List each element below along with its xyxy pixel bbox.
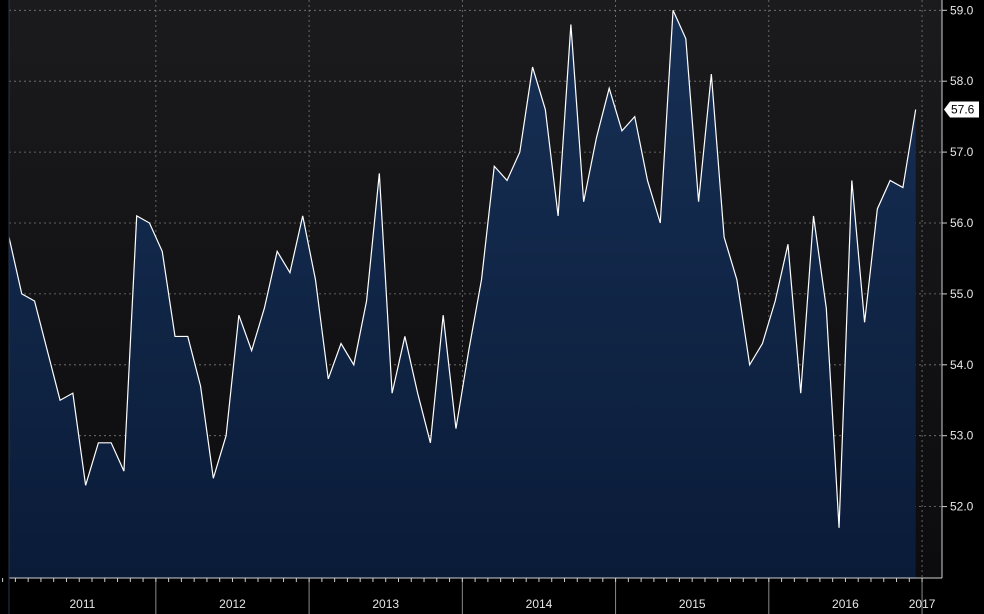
data-point (314, 278, 317, 281)
last-value-callout: 57.6 (944, 101, 979, 118)
data-point (684, 37, 687, 40)
data-point (659, 222, 662, 225)
data-point (582, 200, 585, 203)
data-point (557, 215, 560, 218)
last-value-badge (944, 101, 979, 118)
data-point (391, 392, 394, 395)
x-tick-label: 2016 (832, 597, 859, 611)
data-point (225, 434, 228, 437)
series-line (8, 10, 917, 528)
data-point (761, 342, 764, 345)
x-tick-label: 2012 (219, 597, 246, 611)
data-point (697, 200, 700, 203)
data-point (59, 399, 62, 402)
data-point (186, 335, 189, 338)
last-value-label: 57.6 (951, 103, 975, 117)
data-point (276, 250, 279, 253)
data-point (531, 66, 534, 69)
area-fill (9, 10, 916, 579)
data-point (33, 300, 36, 303)
data-point (876, 207, 879, 210)
x-tick-label: 2013 (372, 597, 399, 611)
data-point (84, 484, 87, 487)
data-point (621, 129, 624, 132)
data-point (608, 87, 611, 90)
data-point (20, 293, 23, 296)
data-point (199, 385, 202, 388)
y-tick-label: 58.0 (950, 74, 974, 88)
data-point (250, 349, 253, 352)
data-point (301, 215, 304, 218)
data-point (467, 349, 470, 352)
data-point (633, 115, 636, 118)
data-point (123, 470, 126, 473)
data-point (825, 307, 828, 310)
data-point (748, 363, 751, 366)
data-point (518, 151, 521, 154)
y-tick-label: 56.0 (950, 216, 974, 230)
y-tick-label: 54.0 (950, 358, 974, 372)
data-point (914, 108, 917, 111)
data-point (340, 342, 343, 345)
data-point (327, 378, 330, 381)
data-point (71, 392, 74, 395)
data-point (161, 250, 164, 253)
data-point (774, 300, 777, 303)
data-point (799, 392, 802, 395)
y-tick-label: 57.0 (950, 145, 974, 159)
x-tick-label: 2011 (69, 597, 95, 611)
data-point (403, 335, 406, 338)
data-point (455, 427, 458, 430)
data-point (442, 314, 445, 317)
data-point (352, 363, 355, 366)
data-point (135, 215, 138, 218)
x-tick-label: 2017 (909, 597, 936, 611)
data-point (148, 222, 151, 225)
y-tick-label: 59.0 (950, 3, 974, 17)
data-point (493, 165, 496, 168)
x-tick-label: 2014 (526, 597, 553, 611)
data-point (902, 186, 905, 189)
data-point (569, 23, 572, 26)
y-tick-label: 52.0 (950, 500, 974, 514)
x-tick-label: 2015 (679, 597, 706, 611)
data-point (110, 441, 113, 444)
y-tick-label: 55.0 (950, 287, 974, 301)
data-point (289, 271, 292, 274)
data-point (506, 179, 509, 182)
data-point (212, 477, 215, 480)
data-point (889, 179, 892, 182)
data-point (850, 179, 853, 182)
data-point (46, 349, 49, 352)
data-point (838, 526, 841, 529)
data-point (723, 236, 726, 239)
y-tick-label: 53.0 (950, 429, 974, 443)
area-layer (8, 9, 917, 579)
data-point (735, 278, 738, 281)
data-point (544, 108, 547, 111)
data-point (787, 243, 790, 246)
data-point (237, 314, 240, 317)
data-point (365, 300, 368, 303)
data-point (812, 215, 815, 218)
data-point (416, 392, 419, 395)
axes (2, 0, 947, 614)
data-point (672, 9, 675, 12)
data-point (174, 335, 177, 338)
data-point (97, 441, 100, 444)
data-point (263, 307, 266, 310)
data-point (429, 441, 432, 444)
data-point (646, 179, 649, 182)
data-point (595, 137, 598, 140)
data-point (480, 278, 483, 281)
tick-labels: 52.0 53.0 54.0 55.0 56.0 57.0 58.0 59.0 2011 2012… (69, 3, 979, 611)
data-point (863, 321, 866, 324)
data-point (378, 172, 381, 175)
data-point (710, 73, 713, 76)
